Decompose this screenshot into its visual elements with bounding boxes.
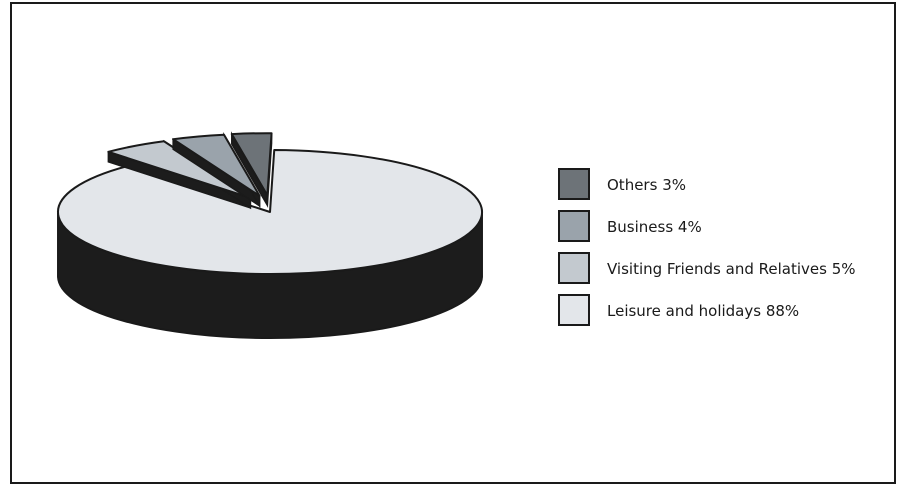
legend-label: Leisure and holidays 88% bbox=[607, 302, 799, 320]
pie-slice-visiting-friends-and-relatives bbox=[107, 139, 252, 210]
pie-slice-top bbox=[107, 140, 252, 199]
pie-slice-leisure-and-holidays bbox=[57, 149, 483, 339]
legend-item-leisure-and-holidays: Leisure and holidays 88% bbox=[558, 294, 799, 326]
legend-value: 4% bbox=[678, 218, 702, 236]
pie-slice-others bbox=[230, 131, 273, 208]
legend-value: 88% bbox=[766, 302, 799, 320]
pie-slice-top bbox=[172, 133, 261, 197]
pie-plot-area bbox=[57, 131, 483, 339]
legend-category: Leisure and holidays bbox=[607, 302, 766, 320]
legend-label: Visiting Friends and Relatives 5% bbox=[607, 260, 856, 278]
legend-label: Business 4% bbox=[607, 218, 702, 236]
legend-category: Visiting Friends and Relatives bbox=[607, 260, 832, 278]
legend-label: Others 3% bbox=[607, 176, 686, 194]
pie-slice-top bbox=[230, 132, 273, 197]
legend-item-visiting-friends-and-relatives: Visiting Friends and Relatives 5% bbox=[558, 252, 856, 284]
legend-item-others: Others 3% bbox=[558, 168, 686, 200]
pie-slice-top bbox=[57, 149, 483, 275]
legend-swatch bbox=[558, 168, 590, 200]
legend-value: 5% bbox=[832, 260, 856, 278]
legend-item-business: Business 4% bbox=[558, 210, 702, 242]
legend-swatch bbox=[558, 294, 590, 326]
legend-swatch bbox=[558, 210, 590, 242]
legend-swatch bbox=[558, 252, 590, 284]
legend-category: Business bbox=[607, 218, 678, 236]
pie-slice-business bbox=[172, 131, 261, 209]
legend-value: 3% bbox=[662, 176, 686, 194]
legend: Others 3% Business 4% Visiting Friends and… bbox=[558, 168, 856, 326]
legend-category: Others bbox=[607, 176, 662, 194]
